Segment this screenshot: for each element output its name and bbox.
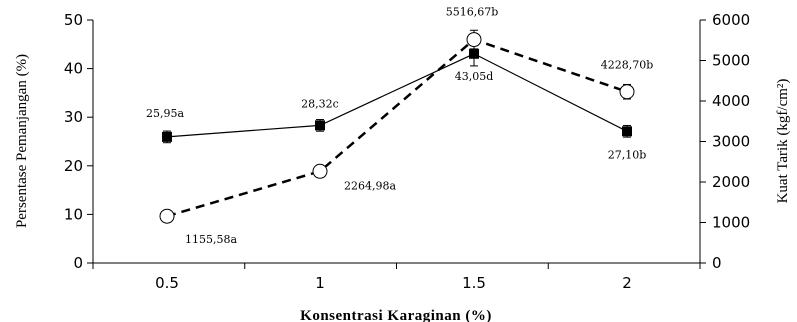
left-tick-label: 40 (64, 60, 83, 78)
x-axis-title: Konsentrasi Karaginan (%) (300, 308, 492, 322)
plot-frame (93, 20, 700, 263)
right-tick-label: 2000 (712, 173, 750, 191)
pemanjangan-data-label: 27,10b (608, 148, 647, 161)
data-labels: 25,95a 28,32c 43,05d 27,10b 1155,58a 2264,98a… (146, 6, 653, 247)
left-y-axis-title: Persentase Pemanjangan (%) (14, 54, 30, 228)
kuat-tarik-data-label: 2264,98a (344, 179, 396, 192)
x-tick-label: 1.5 (462, 274, 486, 292)
pemanjangan-point (162, 132, 172, 142)
pemanjangan-point (315, 120, 325, 130)
kuat-tarik-point (467, 33, 481, 47)
x-tick-label: 2 (622, 274, 632, 292)
kuat-tarik-point (313, 164, 327, 178)
pemanjangan-data-label: 25,95a (146, 107, 184, 120)
kuat-tarik-point (620, 85, 634, 99)
right-tick-label: 3000 (712, 133, 750, 151)
left-tick-label: 10 (64, 205, 83, 223)
right-y-ticks: 0 1000 2000 3000 4000 5000 6000 (700, 11, 750, 272)
right-tick-label: 0 (712, 254, 722, 272)
x-tick-label: 1 (315, 274, 325, 292)
series-kuat-tarik-line (167, 40, 627, 217)
kuat-tarik-point (160, 209, 174, 223)
pemanjangan-data-label: 28,32c (301, 97, 339, 110)
kuat-tarik-data-label: 5516,67b (446, 6, 499, 19)
pemanjangan-data-label: 43,05d (455, 70, 494, 83)
left-tick-label: 30 (64, 108, 83, 126)
left-tick-label: 50 (64, 11, 83, 29)
right-tick-label: 4000 (712, 92, 750, 110)
x-tick-label: 0.5 (155, 274, 179, 292)
right-tick-label: 6000 (712, 11, 750, 29)
pemanjangan-point (469, 49, 479, 59)
x-ticks: 0.5 1 1.5 2 (93, 263, 700, 292)
right-tick-label: 1000 (712, 214, 750, 232)
left-tick-label: 0 (73, 254, 83, 272)
series-layer (160, 30, 634, 223)
kuat-tarik-data-label: 1155,58a (185, 233, 237, 246)
pemanjangan-point (622, 126, 632, 136)
left-tick-label: 20 (64, 157, 83, 175)
series-pemanjangan-line (167, 54, 627, 137)
right-y-axis-title: Kuat Tarik (kgf/cm²) (775, 79, 791, 204)
left-y-ticks: 0 10 20 30 40 50 (64, 11, 93, 272)
right-tick-label: 5000 (712, 52, 750, 70)
kuat-tarik-data-label: 4228,70b (601, 59, 654, 72)
